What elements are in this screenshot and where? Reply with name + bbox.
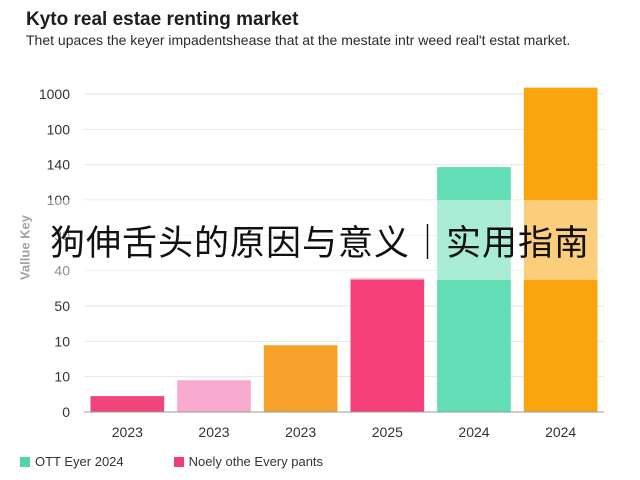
x-tick-label: 2024: [545, 424, 576, 440]
legend-swatch: [20, 456, 30, 467]
bar: [437, 167, 511, 412]
chart-title: Kyto real estae renting market: [26, 9, 299, 30]
x-tick-label: 2023: [285, 424, 316, 440]
chart-subtitle: Thet upaces the keyer impadentshease tha…: [26, 32, 571, 48]
bar: [177, 380, 251, 412]
legend-swatch: [173, 456, 184, 467]
legend-item: Noely othe Every pants: [173, 454, 324, 469]
y-tick-label: 100: [47, 121, 71, 137]
y-tick-label: 100: [47, 192, 71, 208]
x-tick-label: 2025: [372, 424, 403, 440]
bar: [263, 345, 338, 412]
legend-label: OTT Eyer 2024: [35, 454, 124, 469]
legend: OTT Eyer 2024 Noely othe Every pants: [20, 454, 323, 469]
x-tick-label: 2023: [112, 424, 143, 440]
y-tick-label: 40: [54, 263, 70, 279]
y-tick-label: 1000: [39, 86, 70, 102]
y-tick-label: 10: [54, 369, 70, 385]
bar: [523, 87, 598, 412]
y-tick-label: 50: [54, 298, 70, 314]
x-tick-label: 2024: [458, 424, 489, 440]
bar: [350, 278, 425, 412]
legend-label: Noely othe Every pants: [188, 454, 324, 469]
watermark-banner: 狗伸舌头的原因与意义｜实用指南: [0, 200, 640, 280]
y-tick-label: 30: [54, 227, 70, 243]
y-tick-label: 0: [62, 404, 70, 420]
x-tick-label: 2023: [198, 424, 229, 440]
y-tick-label: 140: [47, 157, 71, 173]
bar: [90, 396, 165, 412]
y-tick-label: 10: [54, 333, 70, 349]
watermark-text: 狗伸舌头的原因与意义｜实用指南: [49, 223, 590, 264]
legend-item: OTT Eyer 2024: [20, 454, 124, 469]
